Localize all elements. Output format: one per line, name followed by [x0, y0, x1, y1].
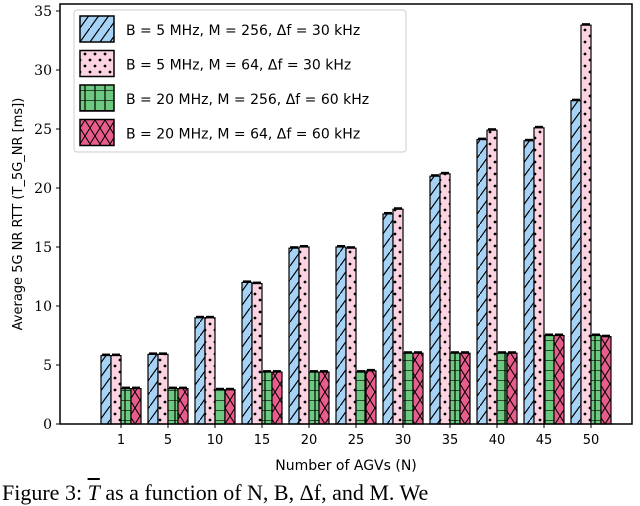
bar-30-series-3	[402, 352, 414, 425]
bar-10-series-1	[194, 317, 206, 425]
legend-box	[73, 9, 407, 153]
legend-entry: B = 20 MHz, M = 64, Δf = 60 kHz	[126, 127, 360, 143]
y-tick-label: 20	[34, 181, 52, 197]
bar-35-series-3	[449, 352, 461, 425]
bar-40-series-1	[476, 139, 488, 425]
bar-15-series-3	[261, 371, 273, 425]
bar-50-series-4	[600, 336, 612, 425]
x-tick-label: 45	[536, 433, 553, 448]
legend-entry: B = 20 MHz, M = 256, Δf = 60 kHz	[126, 92, 369, 108]
bar-45-series-1	[523, 140, 535, 425]
bar-1-series-1	[100, 354, 112, 425]
y-tick-label: 15	[34, 240, 52, 256]
bar-20-series-2	[298, 246, 310, 425]
bar-1-series-4	[130, 388, 142, 425]
bar-30-series-2	[392, 208, 404, 425]
bar-45-series-3	[543, 334, 555, 425]
y-tick-label: 0	[43, 417, 52, 433]
x-tick-label: 25	[348, 433, 365, 448]
y-tick-label: 10	[34, 299, 52, 315]
x-tick-label: 10	[207, 433, 224, 448]
caption-rest: as a function of N, B, Δf, and M. We	[99, 480, 429, 505]
x-tick-label: 5	[164, 433, 172, 448]
figure-caption: Figure 3: T as a function of N, B, Δf, a…	[2, 480, 428, 506]
caption-prefix: Figure 3:	[2, 480, 88, 505]
bar-20-series-4	[318, 371, 330, 425]
x-tick-label: 1	[117, 433, 125, 448]
y-tick-label: 5	[43, 358, 52, 374]
x-tick-label: 30	[395, 433, 412, 448]
caption-symbol: T	[87, 480, 100, 505]
bar-20-series-3	[308, 371, 320, 425]
bar-5-series-3	[167, 388, 179, 425]
bar-10-series-3	[214, 389, 226, 425]
bar-35-series-1	[429, 175, 441, 425]
bar-45-series-2	[533, 127, 545, 425]
x-axis-label: Number of AGVs (N)	[275, 458, 417, 474]
bar-30-series-4	[412, 352, 424, 425]
x-tick-label: 20	[301, 433, 318, 448]
bar-50-series-2	[580, 24, 592, 425]
legend-swatch	[79, 49, 115, 78]
legend-swatch	[79, 118, 115, 147]
x-tick-label: 50	[583, 433, 600, 448]
bar-35-series-2	[439, 173, 451, 425]
bar-25-series-2	[345, 247, 357, 425]
y-tick-label: 25	[34, 122, 52, 138]
bar-25-series-1	[335, 246, 347, 425]
legend: B = 5 MHz, M = 256, Δf = 30 kHz B = 5 MHz…	[73, 9, 407, 153]
bar-10-series-2	[204, 317, 216, 425]
bar-45-series-4	[553, 334, 565, 425]
bar-40-series-4	[506, 352, 518, 425]
bar-50-series-1	[570, 100, 582, 425]
bar-25-series-4	[365, 370, 377, 425]
x-tick-label: 40	[489, 433, 506, 448]
bar-35-series-4	[459, 352, 471, 425]
y-tick-label: 35	[34, 4, 52, 20]
bar-25-series-3	[355, 371, 367, 425]
x-tick-label: 15	[254, 433, 271, 448]
plot-frame	[59, 3, 633, 425]
bar-5-series-1	[147, 353, 159, 425]
bar-1-series-2	[110, 354, 122, 425]
bar-15-series-2	[251, 282, 263, 425]
y-axis-label: Average 5G NR RTT (T_5G_NR [ms])	[11, 98, 26, 331]
bar-50-series-3	[590, 334, 602, 425]
legend-entry: B = 5 MHz, M = 64, Δf = 30 kHz	[126, 58, 351, 74]
bar-40-series-3	[496, 352, 508, 425]
bar-5-series-4	[177, 388, 189, 425]
bar-1-series-3	[120, 388, 132, 425]
bar-10-series-4	[224, 389, 236, 425]
x-tick-label: 35	[442, 433, 459, 448]
y-tick-label: 30	[34, 63, 52, 79]
bar-20-series-1	[288, 247, 300, 425]
bar-30-series-1	[382, 213, 394, 425]
legend-entry: B = 5 MHz, M = 256, Δf = 30 kHz	[126, 23, 360, 39]
bar-40-series-2	[486, 129, 498, 425]
bar-5-series-2	[157, 353, 169, 425]
legend-swatch	[79, 15, 115, 43]
legend-swatch	[79, 84, 115, 112]
bar-15-series-1	[241, 281, 253, 425]
bar-15-series-4	[271, 371, 283, 425]
